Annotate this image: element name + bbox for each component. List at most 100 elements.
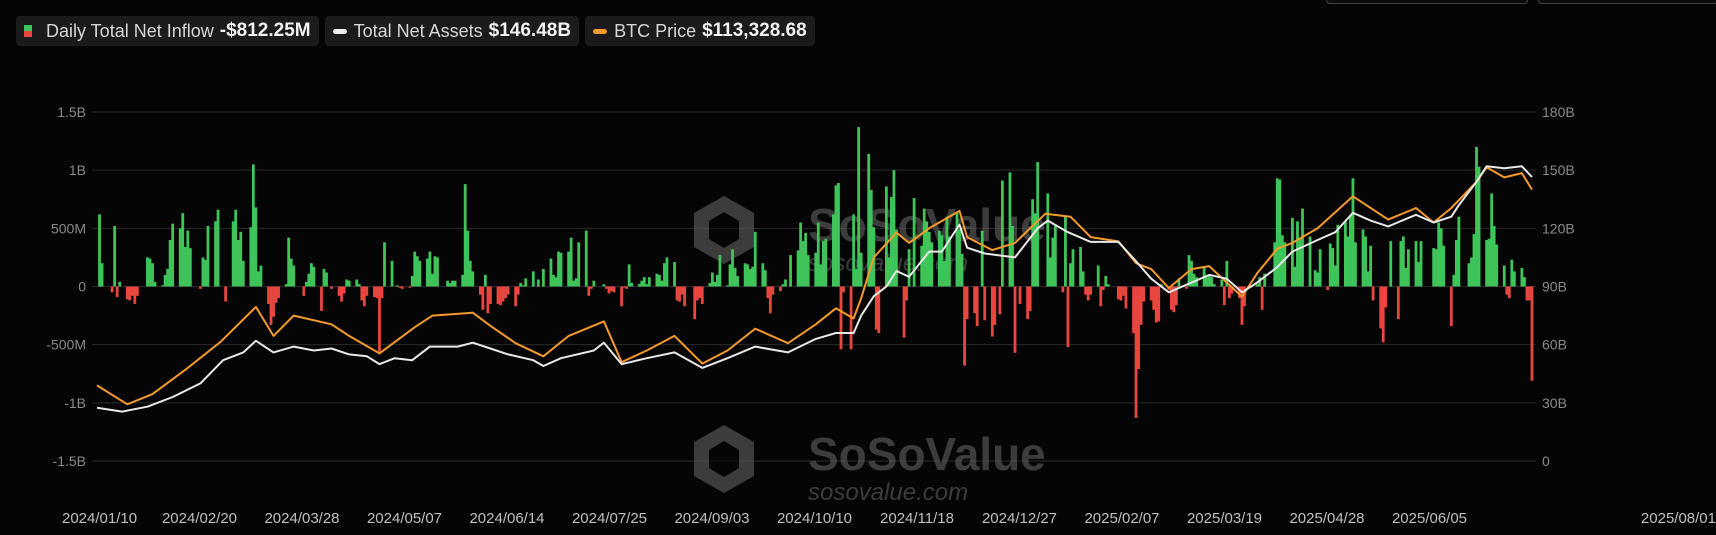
net-inflow-bar [531, 271, 535, 287]
legend-value-net-assets: $146.48B [488, 20, 572, 41]
net-inflow-bar [768, 286, 772, 314]
net-inflow-bar [922, 208, 926, 287]
net-inflow-bar [415, 256, 419, 287]
net-inflow-bar [1119, 286, 1123, 301]
net-inflow-bar [665, 257, 669, 287]
legend-label-net-assets: Total Net Assets [353, 20, 483, 41]
net-inflow-bar [390, 260, 394, 287]
net-inflow-bar [645, 284, 649, 287]
net-inflow-bar [302, 286, 306, 296]
net-inflow-bar [234, 209, 238, 287]
net-inflow-bar [751, 266, 755, 287]
net-inflow-bar [892, 170, 896, 287]
net-inflow-bar [700, 286, 704, 304]
net-inflow-bar [322, 269, 326, 287]
net-inflow-bar [640, 280, 644, 287]
net-inflow-bar [166, 269, 170, 287]
net-inflow-bar [993, 286, 997, 325]
net-inflow-bar [100, 263, 104, 287]
net-inflow-bar [557, 251, 560, 287]
net-inflow-bar [799, 222, 803, 287]
net-inflow-bar [284, 284, 288, 287]
x-axis-tick-label: 2024/01/10 [62, 510, 137, 527]
net-inflow-bar [748, 269, 752, 287]
net-inflow-bar [468, 260, 472, 287]
net-inflow-bar [955, 212, 959, 287]
net-inflow-bar [1437, 222, 1441, 287]
net-inflow-bar [663, 263, 666, 287]
net-inflow-bar [1210, 277, 1214, 287]
net-inflow-bar [1139, 286, 1143, 325]
net-inflow-bar [1432, 248, 1436, 287]
net-inflow-bar [519, 283, 523, 287]
net-inflow-bar [1008, 172, 1012, 287]
left-axis-tick-label: 0 [78, 279, 86, 295]
top-controls [1326, 0, 1716, 4]
net-inflow-bar [153, 281, 157, 287]
net-inflow-bar [201, 257, 205, 287]
net-inflow-bar [693, 286, 697, 320]
net-inflow-bar [716, 274, 719, 287]
net-inflow-bar [251, 164, 255, 287]
net-inflow-bar [975, 286, 979, 327]
net-inflow-bar [1066, 286, 1070, 347]
net-inflow-bar [1081, 271, 1085, 287]
net-inflow-bar [1477, 166, 1481, 287]
net-inflow-bar [448, 283, 452, 287]
net-inflow-bar [731, 249, 734, 287]
net-inflow-bar [1389, 241, 1393, 287]
right-axis-tick-label: 0 [1542, 453, 1550, 469]
net-inflow-bar [1172, 286, 1176, 313]
net-inflow-bar [1026, 286, 1030, 320]
net-inflow-bar [289, 258, 293, 287]
net-inflow-bar [655, 273, 659, 287]
net-inflow-bar [269, 286, 273, 325]
net-inflow-bar [1031, 199, 1035, 287]
net-inflow-bar [272, 286, 275, 317]
net-inflow-bar [804, 232, 808, 287]
axis-labels: 1.5B 180B 1B 150B 500M 120B 0 90B -500M 60B -1B 30B… [46, 104, 1716, 527]
net-inflow-bar [1467, 263, 1471, 287]
net-inflow-bar [277, 286, 280, 299]
net-inflow-bar [355, 279, 359, 287]
net-inflow-bar [292, 265, 296, 287]
right-axis-tick-label: 60B [1542, 337, 1567, 353]
net-inflow-bar [567, 251, 571, 287]
right-axis-tick-label: 30B [1542, 395, 1567, 411]
net-inflow-bar [781, 284, 785, 287]
legend-label-net-inflow: Daily Total Net Inflow [46, 20, 214, 41]
x-axis-tick-label: 2025/04/28 [1289, 510, 1364, 527]
net-inflow-bar [1371, 286, 1375, 301]
net-inflow-bar [559, 252, 563, 287]
net-inflow-bar [763, 270, 767, 287]
net-inflow-bar [496, 286, 500, 304]
legend-item-net-inflow[interactable]: Daily Total Net Inflow -$812.25M [16, 16, 319, 46]
net-inflow-bar [857, 127, 861, 287]
net-inflow-bar [446, 280, 449, 287]
net-inflow-bar [854, 269, 858, 287]
net-inflow-bar [433, 256, 437, 287]
net-inflow-bar [128, 286, 132, 301]
net-inflow-bar [779, 286, 782, 292]
range-button-right[interactable] [1538, 0, 1716, 4]
right-axis-tick-label: 90B [1542, 279, 1567, 295]
net-inflow-bar [98, 214, 101, 287]
net-inflow-bar [695, 286, 699, 301]
net-inflow-bar [536, 279, 540, 287]
net-inflow-bar [1195, 277, 1198, 287]
net-inflow-bar [622, 286, 626, 288]
net-inflow-bar [1122, 286, 1125, 296]
net-inflow-bar [574, 278, 578, 287]
net-inflow-bar [569, 237, 573, 287]
net-inflow-bar [660, 280, 664, 287]
net-inflow-bar [400, 286, 404, 289]
net-inflow-bar [766, 286, 770, 299]
legend-item-net-assets[interactable]: Total Net Assets $146.48B [324, 16, 580, 46]
net-inflow-bar [1064, 216, 1067, 287]
net-inflow-bar [1364, 236, 1367, 287]
net-inflow-bar [1137, 286, 1140, 370]
net-inflow-bar [859, 252, 863, 287]
legend-item-btc-price[interactable]: BTC Price $113,328.68 [585, 16, 815, 46]
net-inflow-bar [1399, 241, 1403, 287]
right-axis-tick-label: 180B [1542, 104, 1575, 120]
